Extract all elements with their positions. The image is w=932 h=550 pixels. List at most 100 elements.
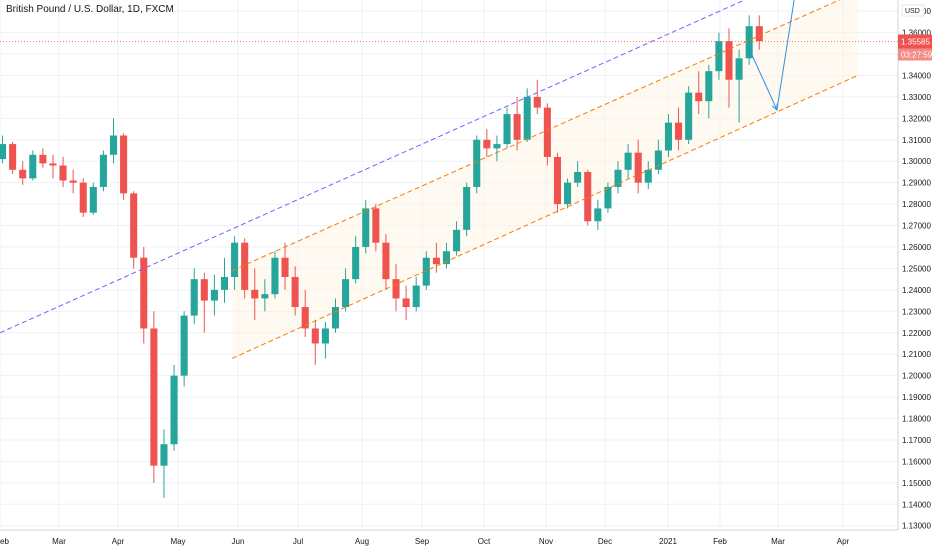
candle-body	[190, 279, 198, 316]
y-tick-label: 1.25000	[902, 264, 931, 273]
x-tick-label: Apr	[112, 537, 125, 546]
candle-body	[311, 328, 319, 344]
y-tick-label: 1.16000	[902, 457, 931, 466]
currency-box[interactable]	[901, 4, 925, 17]
candle-body	[745, 26, 753, 59]
candle-body	[99, 154, 107, 187]
candle-body	[412, 285, 420, 308]
y-tick-label: 1.18000	[902, 415, 931, 424]
candle-body	[342, 279, 350, 308]
y-tick-label: 1.17000	[902, 436, 931, 445]
currency-label[interactable]: USD	[905, 8, 920, 15]
candle-body	[251, 289, 259, 299]
y-tick-label: 1.36000	[902, 29, 931, 38]
candle-body	[634, 152, 642, 183]
candle-body	[503, 114, 511, 145]
candles	[0, 15, 763, 498]
candle-body	[614, 169, 622, 187]
candle-body	[493, 144, 501, 149]
candle-body	[241, 242, 249, 290]
candle-body	[755, 26, 763, 42]
candle-body	[150, 328, 158, 466]
y-tick-label: 1.32000	[902, 114, 931, 123]
candle-body	[382, 242, 390, 280]
candle-body	[523, 96, 531, 140]
x-tick-label: Jun	[232, 537, 245, 546]
candle-body	[675, 122, 683, 140]
candle-body	[261, 294, 269, 299]
candle-body	[49, 163, 57, 166]
candle-body	[553, 156, 561, 205]
candle-body	[170, 375, 178, 445]
y-tick-label: 1.31000	[902, 136, 931, 145]
candle-body	[231, 242, 239, 278]
candle-body	[604, 186, 612, 209]
candle-body	[654, 150, 662, 170]
y-tick-label: 1.26000	[902, 243, 931, 252]
candle-body	[69, 180, 77, 183]
x-tick-label: Apr	[837, 537, 850, 546]
candle-body	[79, 182, 87, 213]
last-price-label: 1.35585	[901, 37, 930, 46]
candle-body	[402, 298, 410, 308]
last-price-badge	[898, 34, 932, 49]
y-tick-label: 1.33000	[902, 93, 931, 102]
candle-body	[160, 444, 168, 466]
candle-body	[301, 307, 309, 329]
channel-lower-line[interactable]	[231, 75, 858, 359]
candle-body	[513, 114, 521, 140]
candle-body	[200, 279, 208, 301]
candle-body	[372, 208, 380, 243]
candle-body	[715, 41, 723, 72]
y-tick-label: 1.23000	[902, 307, 931, 316]
candle-body	[442, 251, 451, 265]
candle-body	[29, 154, 37, 179]
candle-body	[463, 186, 471, 230]
candle-body	[0, 144, 7, 160]
candle-body	[331, 307, 340, 329]
y-tick-label: 1.21000	[902, 350, 931, 359]
countdown-badge	[898, 48, 932, 61]
candle-body	[473, 139, 481, 187]
candle-body	[574, 171, 582, 183]
candle-body	[39, 154, 47, 164]
candle-body	[392, 279, 400, 299]
candle-body	[533, 96, 541, 108]
candle-body	[685, 92, 693, 140]
candle-body	[624, 152, 632, 170]
candle-body	[271, 257, 279, 295]
candle-body	[321, 328, 329, 344]
candle-body	[130, 193, 138, 258]
y-tick-label: 1.24000	[902, 286, 931, 295]
y-tick-label: 1.29000	[902, 179, 931, 188]
x-tick-label: Nov	[539, 537, 553, 546]
channel-upper-line[interactable]	[231, 0, 858, 272]
x-tick-label: Aug	[355, 537, 369, 546]
candle-body	[352, 246, 360, 280]
y-tick-label: 1.22000	[902, 329, 931, 338]
y-tick-label: 1.27000	[902, 222, 931, 231]
x-tick-label: Sep	[415, 537, 430, 546]
candle-body	[695, 92, 703, 102]
candle-body	[19, 169, 27, 179]
x-tick-label: Mar	[771, 537, 785, 546]
x-tick-label: Jul	[293, 537, 303, 546]
candle-body	[453, 229, 461, 252]
candle-body	[89, 186, 97, 213]
candle-body	[644, 169, 652, 183]
y-tick-label: 1.34000	[902, 71, 931, 80]
x-tick-label: Dec	[598, 537, 612, 546]
candle-body	[584, 171, 592, 222]
candle-body	[664, 122, 672, 151]
candle-body	[735, 58, 743, 80]
candle-body	[9, 144, 17, 170]
candle-body	[362, 208, 370, 247]
x-tick-label: eb	[0, 537, 9, 546]
candle-body	[281, 257, 289, 278]
y-tick-label: 1.20000	[902, 372, 931, 381]
candle-body	[220, 277, 229, 290]
candle-body	[120, 135, 128, 194]
x-tick-label: 2021	[659, 537, 677, 546]
